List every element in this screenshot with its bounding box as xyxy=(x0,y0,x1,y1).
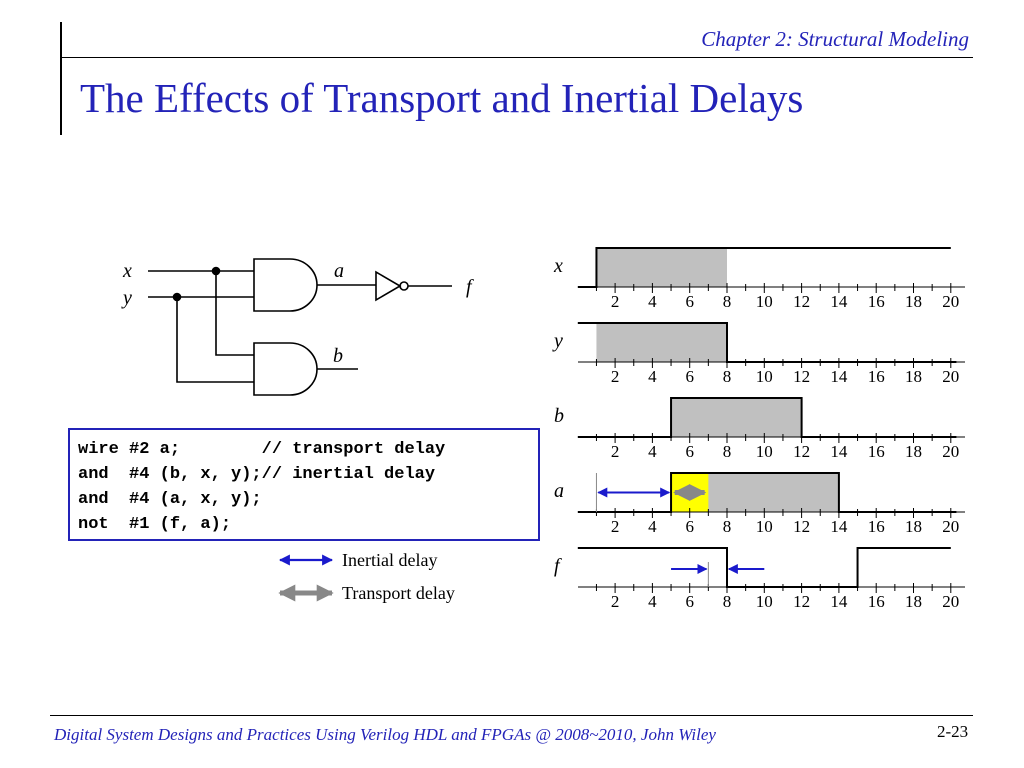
tick-label: 18 xyxy=(905,592,922,611)
signal-label-a: a xyxy=(554,480,564,502)
tick-label: 10 xyxy=(756,367,773,386)
tick-label: 20 xyxy=(942,367,959,386)
input-label-x: x xyxy=(122,260,132,282)
tick-label: 8 xyxy=(723,442,732,461)
circuit-schematic xyxy=(148,258,452,396)
output-label-a: a xyxy=(334,260,344,282)
footer-text: Digital System Designs and Practices Usi… xyxy=(54,725,716,744)
wire-x-branch xyxy=(215,271,254,356)
tick-label: 14 xyxy=(830,292,848,311)
tick-label: 20 xyxy=(942,517,959,536)
tick-label: 10 xyxy=(756,592,773,611)
tick-label: 2 xyxy=(611,367,620,386)
tick-label: 14 xyxy=(830,517,848,536)
tick-label: 6 xyxy=(685,292,694,311)
output-label-f: f xyxy=(466,276,474,298)
tick-label: 16 xyxy=(868,292,885,311)
and-gate-a xyxy=(253,258,318,312)
tick-label: 14 xyxy=(830,592,848,611)
tick-label: 2 xyxy=(611,442,620,461)
tick-label: 4 xyxy=(648,442,657,461)
tick-label: 12 xyxy=(793,292,810,311)
tick-label: 16 xyxy=(868,442,885,461)
waveform-shade xyxy=(596,323,727,362)
tick-label: 4 xyxy=(648,292,657,311)
tick-label: 6 xyxy=(685,592,694,611)
tick-label: 6 xyxy=(685,367,694,386)
code-line: and #4 (a, x, y); xyxy=(78,490,262,509)
tick-label: 16 xyxy=(868,367,885,386)
tick-label: 2 xyxy=(611,517,620,536)
tick-label: 18 xyxy=(905,292,922,311)
code-box xyxy=(68,428,540,541)
tick-label: 8 xyxy=(723,592,732,611)
page-number: 2-23 xyxy=(937,722,969,741)
tick-label: 4 xyxy=(648,517,657,536)
tick-label: 14 xyxy=(830,367,848,386)
wire-y-branch xyxy=(176,297,254,383)
signal-label-f: f xyxy=(554,555,562,577)
header-vertical-rule xyxy=(60,22,62,135)
signal-label-y: y xyxy=(552,330,563,352)
tick-label: 8 xyxy=(723,517,732,536)
legend-inertial-label: Inertial delay xyxy=(342,550,437,570)
tick-label: 20 xyxy=(942,442,959,461)
tick-label: 10 xyxy=(756,517,773,536)
timing-diagram: 2 4 6 8 10 12 14 16 18 20 x 2 4 6 8 10 12 14 16 18 20 y 2 4 6 8 10… xyxy=(552,247,965,611)
legend-transport-label: Transport delay xyxy=(342,583,455,603)
output-label-b: b xyxy=(333,345,343,367)
tick-label: 4 xyxy=(648,367,657,386)
code-line: wire #2 a; // transport delay xyxy=(78,440,445,459)
not-gate xyxy=(375,270,402,302)
tick-label: 6 xyxy=(685,517,694,536)
tick-label: 6 xyxy=(685,442,694,461)
tick-label: 20 xyxy=(942,292,959,311)
tick-label: 20 xyxy=(942,592,959,611)
header-rule xyxy=(61,57,973,58)
tick-label: 18 xyxy=(905,367,922,386)
tick-label: 16 xyxy=(868,592,885,611)
tick-label: 12 xyxy=(793,517,810,536)
waveform-shade xyxy=(596,248,727,287)
tick-label: 16 xyxy=(868,517,885,536)
tick-label: 14 xyxy=(830,442,848,461)
tick-label: 10 xyxy=(756,442,773,461)
tick-label: 10 xyxy=(756,292,773,311)
waveform-shade xyxy=(671,398,802,437)
code-line: and #4 (b, x, y);// inertial delay xyxy=(78,465,435,484)
tick-label: 12 xyxy=(793,592,810,611)
code-line: not #1 (f, a); xyxy=(78,515,231,534)
and-gate-b xyxy=(253,342,318,396)
tick-label: 12 xyxy=(793,442,810,461)
slide-title: The Effects of Transport and Inertial De… xyxy=(80,75,804,121)
junction-dot-x xyxy=(211,266,221,276)
tick-label: 8 xyxy=(723,292,732,311)
footer-rule xyxy=(50,715,973,716)
waveform-f xyxy=(577,547,951,588)
tick-label: 18 xyxy=(905,442,922,461)
tick-label: 4 xyxy=(648,592,657,611)
signal-label-b: b xyxy=(554,405,564,427)
tick-label: 8 xyxy=(723,367,732,386)
chapter-label: Chapter 2: Structural Modeling xyxy=(701,27,969,51)
input-label-y: y xyxy=(121,287,132,309)
tick-label: 2 xyxy=(611,292,620,311)
tick-label: 2 xyxy=(611,592,620,611)
signal-label-x: x xyxy=(553,255,563,277)
tick-label: 18 xyxy=(905,517,922,536)
tick-label: 12 xyxy=(793,367,810,386)
junction-dot-y xyxy=(172,292,182,302)
